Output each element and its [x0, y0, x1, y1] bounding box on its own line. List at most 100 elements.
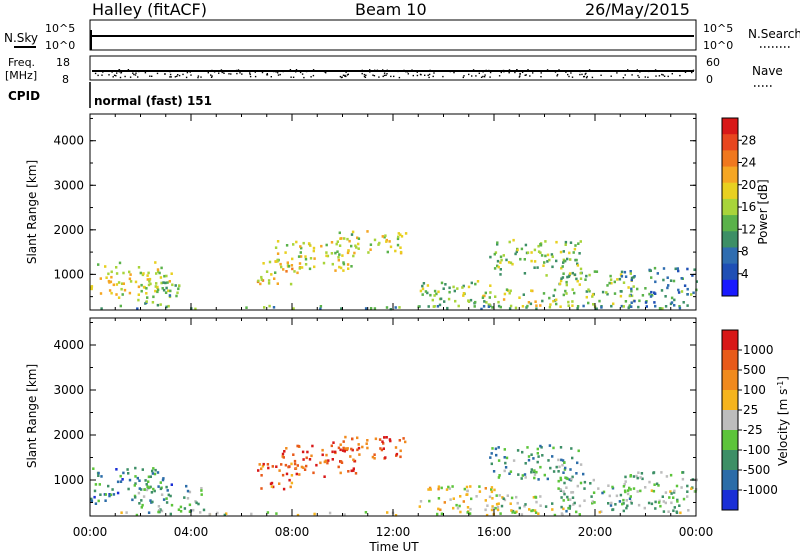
power-cell — [595, 270, 599, 273]
velocity-cell — [527, 455, 531, 458]
nave-dot — [120, 72, 122, 74]
power-cell — [579, 240, 582, 243]
velocity-cell — [489, 456, 492, 459]
power-cell — [505, 258, 508, 262]
nsky-label: N.Sky — [4, 31, 38, 45]
velocity-cell — [561, 459, 565, 462]
velocity-cell — [517, 473, 520, 476]
nave-dot — [488, 69, 490, 72]
power-cell — [548, 296, 551, 300]
power-cell — [309, 257, 313, 260]
velocity-cell — [497, 446, 500, 449]
time-axis-label: Time UT — [368, 540, 419, 554]
power-cell — [558, 282, 562, 286]
nave-dot — [480, 76, 483, 78]
velocity-cell — [157, 509, 161, 512]
power-cell — [320, 244, 323, 248]
power-cell — [137, 266, 141, 269]
nave-dot — [207, 72, 209, 74]
velocity-cell — [670, 501, 673, 505]
nave-dot — [498, 75, 501, 77]
power-cell — [399, 250, 403, 254]
power-cell — [619, 273, 623, 276]
power-cell — [483, 294, 486, 298]
power-cell — [109, 280, 113, 284]
nave-dot — [453, 71, 455, 74]
power-cell — [369, 248, 372, 251]
power-cell — [533, 260, 537, 263]
velocity-cell — [680, 486, 683, 489]
nave-dot — [345, 75, 347, 78]
power-cell — [674, 267, 677, 271]
velocity-cell — [127, 487, 130, 491]
velocity-cell — [570, 477, 573, 481]
power-cell — [523, 272, 527, 275]
power-cell — [561, 265, 564, 268]
velocity-cell — [108, 493, 111, 496]
power-cell — [494, 295, 497, 298]
velocity-colorbar-tick-label: 25 — [743, 403, 758, 417]
nave-dot — [303, 76, 305, 79]
velocity-cell — [654, 507, 657, 510]
velocity-cell — [383, 436, 386, 439]
nave-dot — [462, 76, 464, 79]
nave-dot — [312, 69, 315, 71]
power-cell — [571, 300, 574, 303]
velocity-cell — [497, 502, 500, 505]
power-cell — [497, 300, 500, 304]
velocity-cell — [629, 475, 632, 478]
velocity-cell — [643, 506, 646, 510]
power-cell — [276, 252, 280, 255]
velocity-cell — [524, 476, 527, 479]
velocity-cell — [141, 503, 144, 507]
velocity-cell — [153, 472, 157, 476]
nave-dot — [527, 69, 529, 71]
nave-dot — [210, 74, 212, 76]
velocity-colorbar-tick-label: -1000 — [743, 483, 778, 497]
velocity-cell — [261, 464, 265, 468]
velocity-cell — [491, 505, 494, 508]
power-cell — [265, 270, 269, 273]
velocity-cell — [629, 500, 633, 503]
power-cell — [476, 280, 480, 283]
power-colorbar-tick-label: 20 — [741, 178, 756, 192]
velocity-cell — [169, 512, 172, 516]
power-cell — [330, 252, 334, 255]
velocity-cell — [690, 487, 693, 490]
nave-dot — [567, 73, 569, 76]
velocity-cell — [546, 477, 549, 481]
power-cell — [563, 259, 566, 263]
velocity-cell — [93, 489, 97, 493]
power-cell — [678, 306, 682, 310]
power-cell — [364, 307, 368, 310]
nave-dot — [570, 72, 572, 74]
velocity-cell — [650, 502, 654, 506]
freq-label-1: Freq. — [8, 56, 35, 69]
velocity-cell — [655, 482, 659, 486]
nave-dot — [241, 73, 243, 75]
power-cell — [507, 261, 511, 264]
freq-label-2: [MHz] — [5, 69, 37, 82]
nave-dot — [556, 75, 558, 77]
power-cell — [627, 306, 630, 310]
power-cell — [351, 230, 355, 234]
nave-dot — [169, 76, 171, 78]
velocity-cell — [657, 501, 661, 504]
power-cell — [693, 268, 696, 271]
power-cell — [284, 251, 287, 254]
power-cell — [422, 282, 426, 285]
velocity-cell — [618, 500, 622, 503]
nave-dot — [210, 76, 213, 78]
power-cell — [579, 277, 583, 280]
velocity-cell — [325, 453, 328, 457]
velocity-cell — [344, 435, 347, 439]
velocity-cell — [192, 508, 195, 512]
power-cell — [154, 261, 157, 264]
velocity-cell — [615, 494, 619, 498]
power-cell — [424, 290, 428, 293]
power-cell — [664, 295, 667, 298]
velocity-cell — [337, 465, 340, 469]
velocity-cell — [382, 442, 385, 445]
power-cell — [587, 288, 590, 291]
power-colorbar: 4 8 12 16 20 24 28 — [721, 117, 756, 297]
